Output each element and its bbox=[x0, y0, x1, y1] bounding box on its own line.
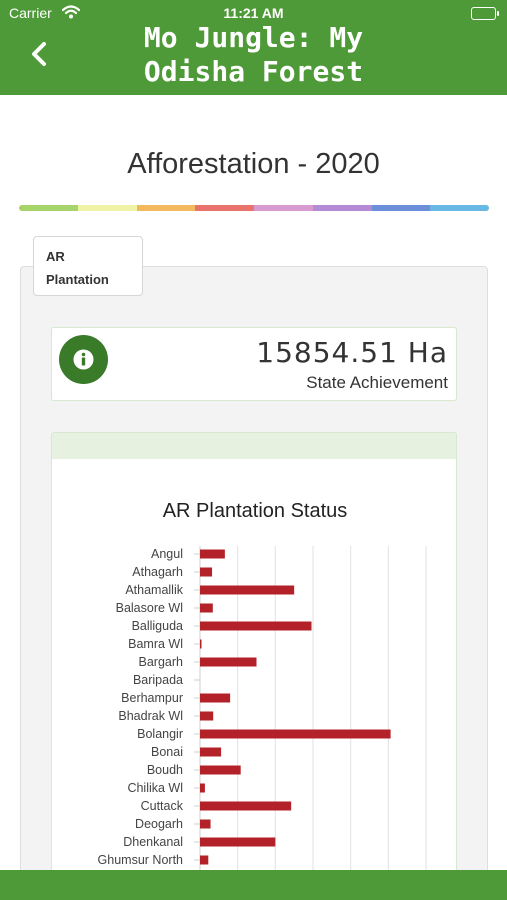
back-button[interactable] bbox=[22, 36, 58, 72]
bar bbox=[200, 585, 295, 595]
tab-label-line1: AR bbox=[46, 249, 65, 264]
tick-label: Berhampur bbox=[121, 691, 183, 705]
bar bbox=[200, 837, 276, 847]
bar bbox=[200, 765, 241, 775]
bar bbox=[200, 747, 222, 757]
tab-label-line2: Plantation bbox=[46, 272, 109, 287]
tick-label: Chilika Wl bbox=[127, 781, 183, 795]
tick-label: Deogarh bbox=[135, 817, 183, 831]
chevron-left-icon bbox=[32, 42, 46, 66]
tick-label: Baripada bbox=[133, 673, 183, 687]
tick-label: Bhadrak Wl bbox=[118, 709, 183, 723]
app-title: Mo Jungle: My Odisha Forest bbox=[0, 21, 507, 89]
info-icon bbox=[59, 335, 108, 384]
tick-label: Bonai bbox=[151, 745, 183, 759]
divider-segment bbox=[312, 205, 372, 211]
tick-label: Balliguda bbox=[132, 619, 183, 633]
bar bbox=[200, 855, 209, 865]
app-title-line1: Mo Jungle: My bbox=[143, 21, 364, 54]
wifi-icon bbox=[61, 5, 81, 22]
divider-segment bbox=[195, 205, 254, 211]
tab-ar-plantation[interactable]: AR Plantation bbox=[33, 236, 143, 296]
chart-card: AR Plantation Status Angul Athagarh Athama… bbox=[51, 432, 457, 900]
bar bbox=[200, 549, 225, 559]
bar bbox=[200, 621, 312, 631]
color-divider bbox=[19, 205, 489, 211]
tick-label: Balasore Wl bbox=[116, 601, 183, 615]
page-title: Afforestation - 2020 bbox=[127, 148, 380, 180]
bar bbox=[200, 801, 292, 811]
tick-label: Ghumsur North bbox=[98, 853, 183, 867]
divider-segment bbox=[430, 205, 489, 211]
tick-label: Dhenkanal bbox=[123, 835, 183, 849]
bar bbox=[200, 729, 391, 739]
bar bbox=[200, 603, 213, 613]
divider-segment bbox=[254, 205, 313, 211]
carrier-label: Carrier bbox=[9, 5, 52, 21]
chart-title: AR Plantation Status bbox=[162, 500, 348, 522]
tick-label: Cuttack bbox=[141, 799, 184, 813]
tick-label: Bolangir bbox=[137, 727, 183, 741]
stat-value: 15854.51 Ha bbox=[256, 336, 448, 369]
tick-label: Athamallik bbox=[125, 583, 183, 597]
bar bbox=[200, 819, 211, 829]
app-title-line2: Odisha Forest bbox=[143, 55, 364, 88]
divider-segment bbox=[19, 205, 78, 211]
app-header: Mo Jungle: My Odisha Forest bbox=[0, 21, 507, 95]
tick-label: Angul bbox=[151, 547, 183, 561]
tick-label: Bargarh bbox=[139, 655, 184, 669]
bar bbox=[200, 639, 202, 649]
tick-label: Athagarh bbox=[132, 565, 183, 579]
bar bbox=[200, 693, 231, 703]
bar bbox=[200, 657, 257, 667]
tick-label: Boudh bbox=[147, 763, 183, 777]
battery-icon bbox=[471, 7, 499, 20]
bar-chart: Angul Athagarh Athamallik Balasore Wl Ballig… bbox=[98, 546, 427, 898]
bar bbox=[200, 567, 213, 577]
chart-card-header bbox=[52, 433, 456, 459]
bar bbox=[200, 783, 205, 793]
divider-segment bbox=[371, 205, 431, 211]
status-bar: Carrier 11:21 AM bbox=[0, 0, 507, 28]
tick-label: Bamra Wl bbox=[128, 637, 183, 651]
state-achievement-card: 15854.51 Ha State Achievement bbox=[51, 327, 457, 401]
bottom-bar bbox=[0, 870, 507, 900]
bar bbox=[200, 711, 214, 721]
divider-segment bbox=[77, 205, 137, 211]
stat-label: State Achievement bbox=[306, 373, 448, 392]
divider-segment bbox=[136, 205, 196, 211]
clock: 11:21 AM bbox=[223, 5, 284, 21]
